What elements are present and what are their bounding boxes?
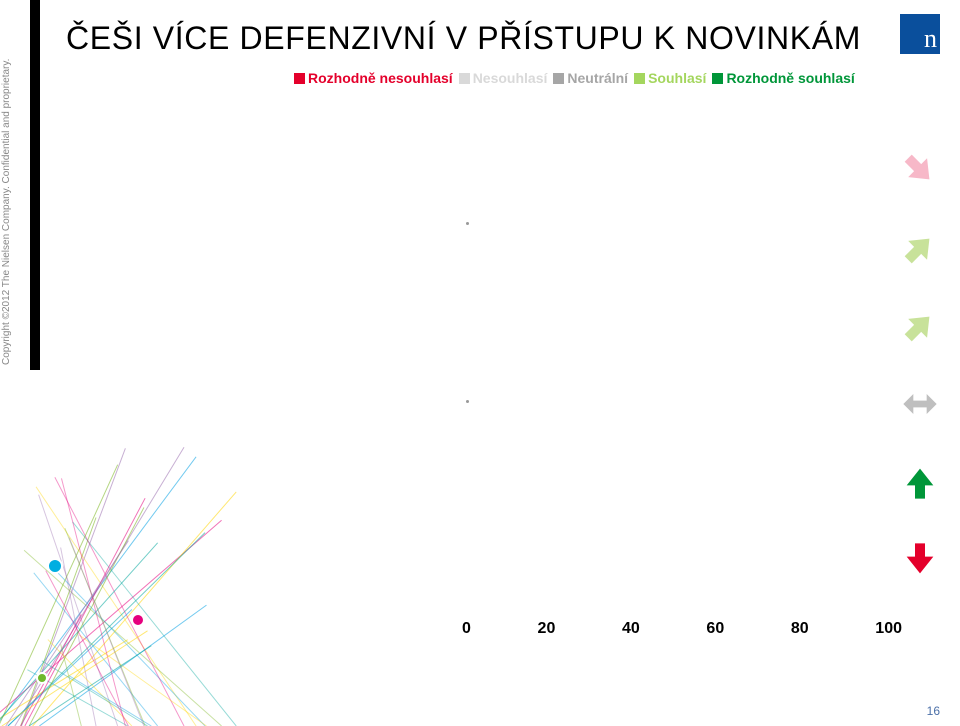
arrow-1-icon [900,150,940,190]
legend-item: Souhlasí [634,70,706,86]
axis-tick: 0 [462,620,471,638]
nielsen-logo: n [900,14,940,54]
axis-tick: 100 [875,620,902,638]
axis-tick: 60 [706,620,724,638]
legend-label: Rozhodně nesouhlasí [308,70,453,86]
axis-tick: 80 [791,620,809,638]
page-title: ČEŠI VÍCE DEFENZIVNÍ V PŘÍSTUPU K NOVINK… [66,20,861,57]
decorative-lines [0,406,240,726]
sidebar-black-strip [30,0,40,370]
page-number: 16 [927,704,940,718]
indicator-arrows [900,150,940,580]
legend-label: Neutrální [567,70,628,86]
x-axis: 0 20 40 60 80 100 [462,620,902,638]
arrow-3-icon [900,306,940,346]
legend: Rozhodně nesouhlasí Nesouhlasí Neutrální So… [294,70,855,86]
legend-item: Rozhodně nesouhlasí [294,70,453,86]
legend-swatch [712,73,723,84]
copyright-text: Copyright ©2012 The Nielsen Company. Con… [1,59,12,365]
legend-swatch [553,73,564,84]
legend-item: Nesouhlasí [459,70,548,86]
axis-tick: 20 [538,620,556,638]
tiny-dot [466,222,469,225]
legend-swatch [459,73,470,84]
legend-item: Rozhodně souhlasí [712,70,854,86]
legend-swatch [294,73,305,84]
legend-label: Souhlasí [648,70,706,86]
arrow-2-icon [900,228,940,268]
tiny-dot [466,400,469,403]
legend-item: Neutrální [553,70,628,86]
arrow-6-icon [900,540,940,580]
logo-glyph: n [924,24,937,54]
axis-tick: 40 [622,620,640,638]
legend-label: Nesouhlasí [473,70,548,86]
arrow-4-icon [900,384,940,424]
arrow-5-icon [900,462,940,502]
legend-label: Rozhodně souhlasí [726,70,854,86]
legend-swatch [634,73,645,84]
